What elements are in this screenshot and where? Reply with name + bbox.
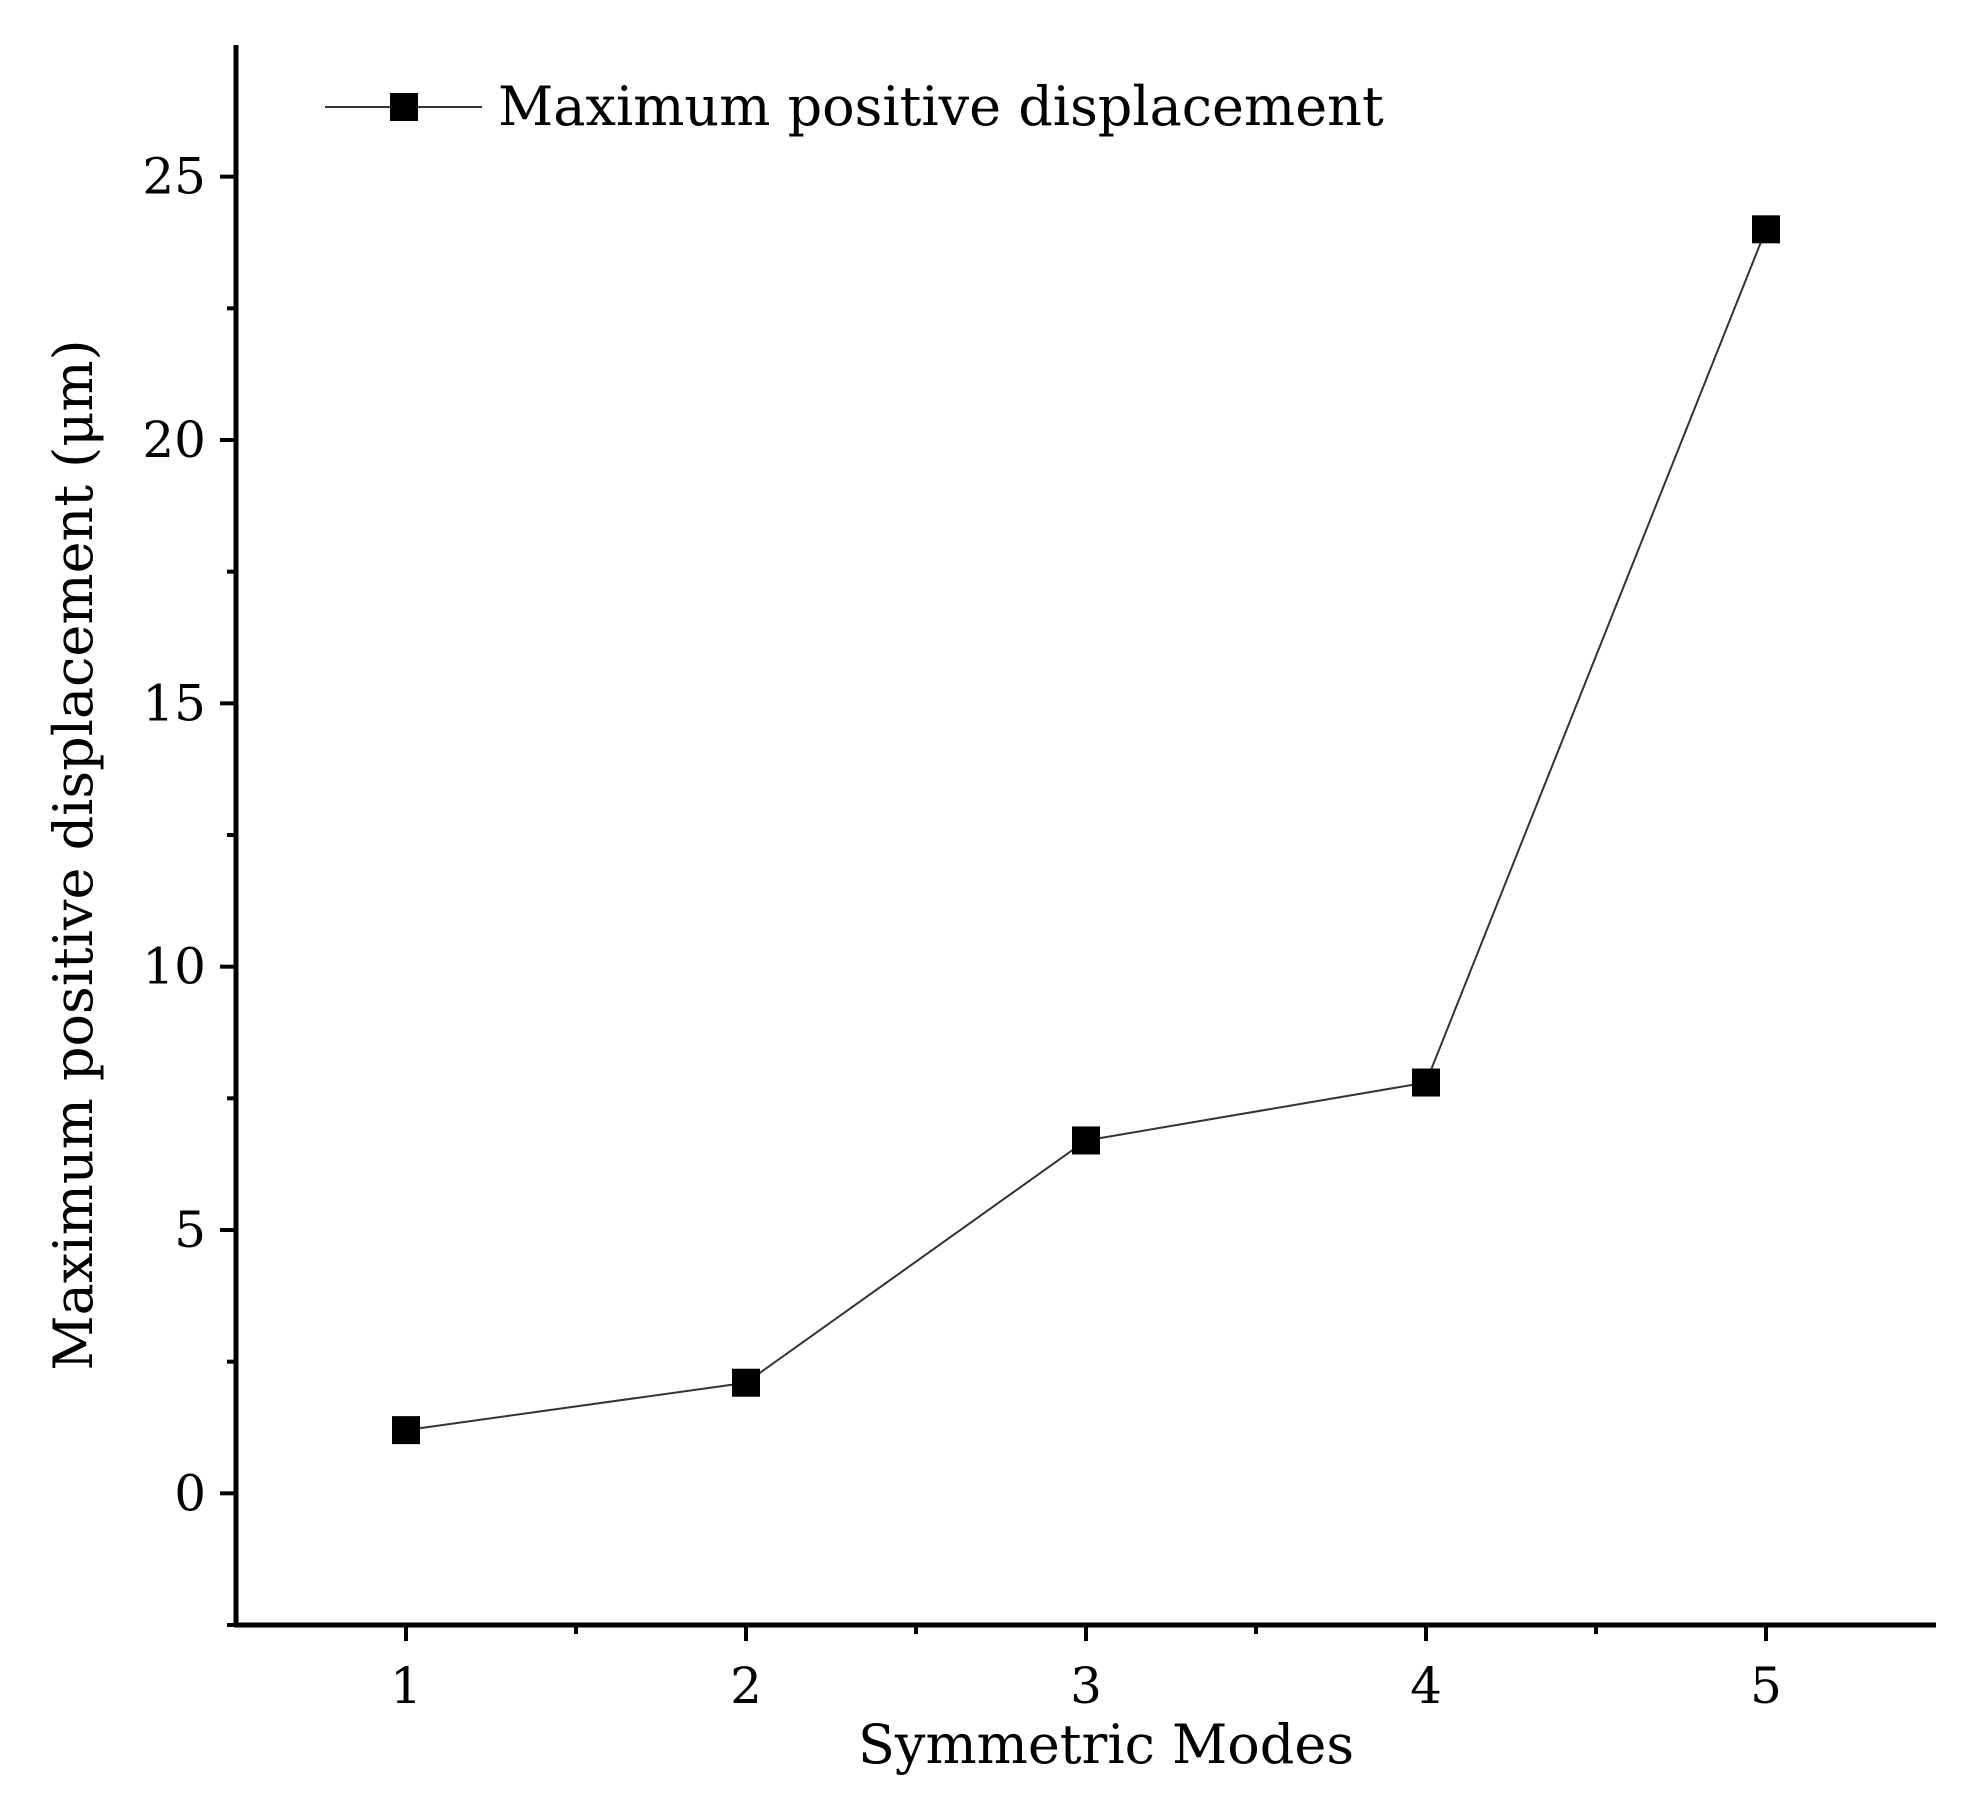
x-tick-label: 1 (390, 1657, 422, 1715)
data-point-marker (1752, 215, 1780, 244)
legend: Maximum positive displacement (325, 75, 1384, 138)
x-axis-title: Symmetric Modes (858, 1713, 1354, 1776)
axes: 0 5 10 15 20 25 1 2 3 4 5 (142, 45, 1936, 1715)
y-tick-label: 15 (142, 674, 206, 732)
y-tick-label: 20 (142, 411, 206, 469)
y-tick-label: 25 (142, 148, 206, 206)
data-point-marker (732, 1368, 760, 1397)
y-tick-label: 0 (174, 1464, 206, 1522)
x-tick-label: 3 (1070, 1657, 1102, 1715)
plot-area (392, 215, 1780, 1445)
data-point-marker (1412, 1068, 1440, 1097)
data-point-marker (392, 1416, 420, 1445)
x-tick-label: 2 (730, 1657, 762, 1715)
legend-marker (390, 93, 418, 121)
x-tick-label: 4 (1410, 1657, 1442, 1715)
legend-label: Maximum positive displacement (498, 75, 1384, 138)
y-tick-label: 10 (142, 938, 206, 996)
data-point-marker (1072, 1126, 1100, 1155)
x-tick-label: 5 (1750, 1657, 1782, 1715)
series-line (405, 228, 1767, 1432)
y-axis-title: Maximum positive displacement (μm) (42, 339, 105, 1370)
y-tick-label: 5 (174, 1201, 206, 1259)
